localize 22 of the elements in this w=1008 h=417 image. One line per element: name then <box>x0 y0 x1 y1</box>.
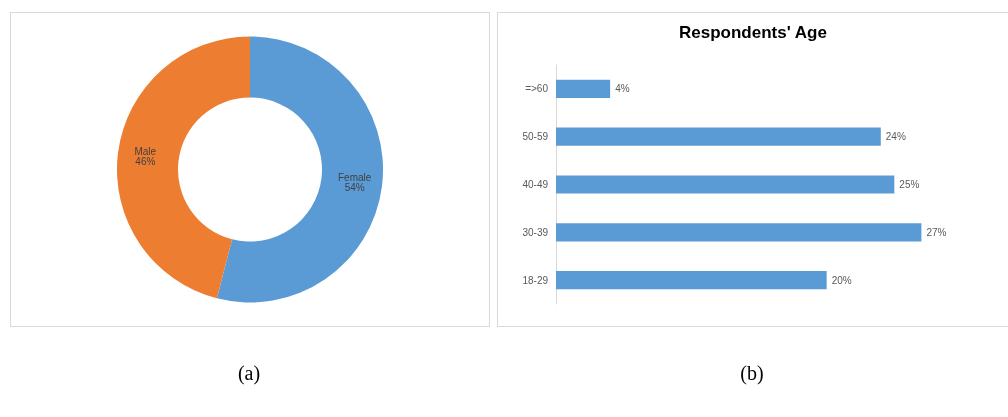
data-label: 25% <box>899 179 920 190</box>
y-tick-label: 40-49 <box>522 179 549 190</box>
bar <box>556 271 827 290</box>
text: (b) <box>739 362 765 385</box>
y-tick-label: 50-59 <box>522 131 549 143</box>
data-label: 46% <box>135 155 156 167</box>
text: (a) <box>236 362 262 385</box>
bar <box>556 79 611 98</box>
y-tick-label: =>60 <box>525 83 549 95</box>
slice-label: Female <box>338 172 372 184</box>
y-tick-label: 18-29 <box>522 274 549 286</box>
bar <box>556 175 895 194</box>
data-label: 4% <box>615 83 630 95</box>
data-label: 24% <box>885 131 906 143</box>
data-label: 54% <box>344 182 365 194</box>
bar <box>556 127 881 146</box>
chart-title: Respondents' Age <box>679 23 827 42</box>
y-tick-label: 30-39 <box>522 226 549 238</box>
slice-label: Male <box>134 145 157 157</box>
data-label: 20% <box>831 274 852 286</box>
bar <box>556 223 922 242</box>
data-label: 27% <box>926 226 947 238</box>
